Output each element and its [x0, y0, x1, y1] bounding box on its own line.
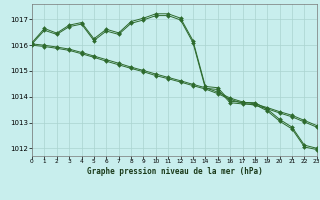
X-axis label: Graphe pression niveau de la mer (hPa): Graphe pression niveau de la mer (hPa) [86, 167, 262, 176]
